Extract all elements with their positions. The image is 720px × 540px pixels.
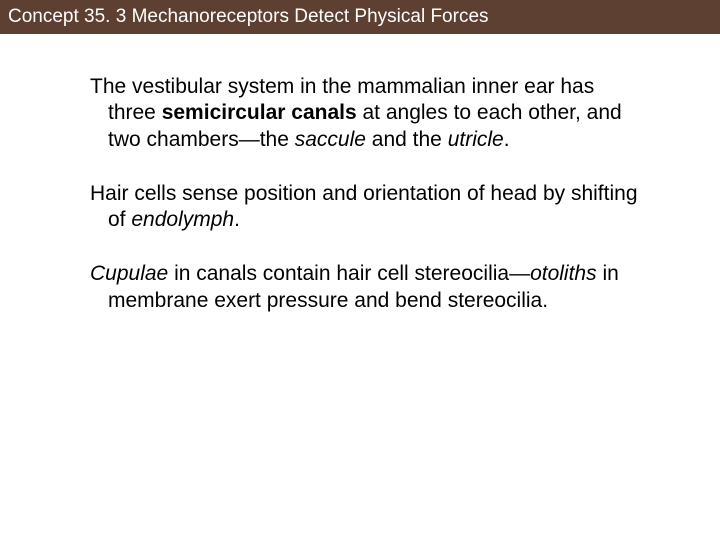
italic-text: saccule <box>295 128 366 151</box>
paragraph-2: Hair cells sense position and orientatio… <box>90 181 640 234</box>
body-text: in canals contain hair cell stereocilia— <box>168 262 530 285</box>
body-text: and the <box>366 128 448 151</box>
italic-text: utricle <box>448 128 504 151</box>
bold-text: semicircular canals <box>162 101 357 124</box>
body-text: . <box>504 128 510 151</box>
paragraph-1-text: The vestibular system in the mammalian i… <box>90 74 640 153</box>
paragraph-2-text: Hair cells sense position and orientatio… <box>90 181 640 234</box>
italic-text: Cupulae <box>90 262 168 285</box>
paragraph-1: The vestibular system in the mammalian i… <box>90 74 640 153</box>
body-text: . <box>234 208 240 231</box>
slide-header: Concept 35. 3 Mechanoreceptors Detect Ph… <box>0 0 720 34</box>
paragraph-3-text: Cupulae in canals contain hair cell ster… <box>90 261 640 314</box>
slide-content: The vestibular system in the mammalian i… <box>0 34 720 362</box>
italic-text: otoliths <box>530 262 597 285</box>
slide-title: Concept 35. 3 Mechanoreceptors Detect Ph… <box>8 6 489 27</box>
italic-text: endolymph <box>131 208 234 231</box>
paragraph-3: Cupulae in canals contain hair cell ster… <box>90 261 640 314</box>
